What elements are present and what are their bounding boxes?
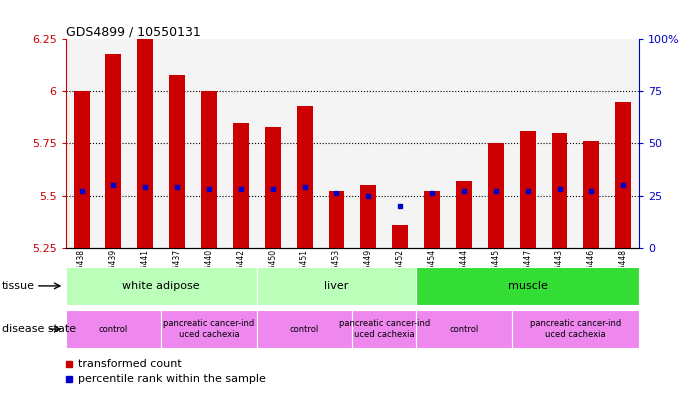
Bar: [257, 39, 289, 248]
Text: disease state: disease state: [2, 324, 76, 334]
Bar: [456, 181, 472, 248]
Bar: [448, 39, 480, 248]
Bar: [416, 310, 512, 348]
Text: control: control: [290, 325, 319, 334]
Bar: [161, 310, 257, 348]
Bar: [583, 141, 599, 248]
Bar: [265, 127, 281, 248]
Bar: [225, 39, 257, 248]
Bar: [138, 39, 153, 248]
Bar: [520, 131, 536, 248]
Bar: [416, 39, 448, 248]
Bar: [106, 54, 122, 248]
Bar: [512, 310, 639, 348]
Bar: [201, 92, 217, 248]
Bar: [289, 39, 321, 248]
Text: percentile rank within the sample: percentile rank within the sample: [78, 374, 266, 384]
Bar: [615, 102, 631, 248]
Bar: [361, 185, 377, 248]
Bar: [352, 310, 416, 348]
Bar: [384, 39, 416, 248]
Bar: [97, 39, 129, 248]
Text: control: control: [99, 325, 128, 334]
Bar: [66, 310, 161, 348]
Text: pancreatic cancer-ind
uced cachexia: pancreatic cancer-ind uced cachexia: [163, 320, 255, 339]
Text: control: control: [449, 325, 479, 334]
Text: pancreatic cancer-ind
uced cachexia: pancreatic cancer-ind uced cachexia: [339, 320, 430, 339]
Bar: [193, 39, 225, 248]
Bar: [328, 191, 344, 248]
Bar: [607, 39, 639, 248]
Bar: [257, 267, 416, 305]
Bar: [392, 225, 408, 248]
Text: tissue: tissue: [2, 281, 35, 291]
Bar: [424, 191, 440, 248]
Bar: [544, 39, 576, 248]
Bar: [169, 75, 185, 248]
Bar: [480, 39, 512, 248]
Text: GDS4899 / 10550131: GDS4899 / 10550131: [66, 25, 200, 38]
Bar: [257, 310, 352, 348]
Bar: [551, 133, 567, 248]
Bar: [66, 39, 97, 248]
Bar: [488, 143, 504, 248]
Bar: [66, 267, 257, 305]
Text: pancreatic cancer-ind
uced cachexia: pancreatic cancer-ind uced cachexia: [530, 320, 621, 339]
Bar: [352, 39, 384, 248]
Bar: [233, 123, 249, 248]
Bar: [74, 92, 90, 248]
Bar: [296, 106, 312, 248]
Bar: [321, 39, 352, 248]
Bar: [129, 39, 161, 248]
Text: white adipose: white adipose: [122, 281, 200, 291]
Text: liver: liver: [324, 281, 349, 291]
Bar: [161, 39, 193, 248]
Text: transformed count: transformed count: [78, 358, 182, 369]
Bar: [416, 267, 639, 305]
Text: muscle: muscle: [508, 281, 547, 291]
Bar: [512, 39, 544, 248]
Bar: [576, 39, 607, 248]
